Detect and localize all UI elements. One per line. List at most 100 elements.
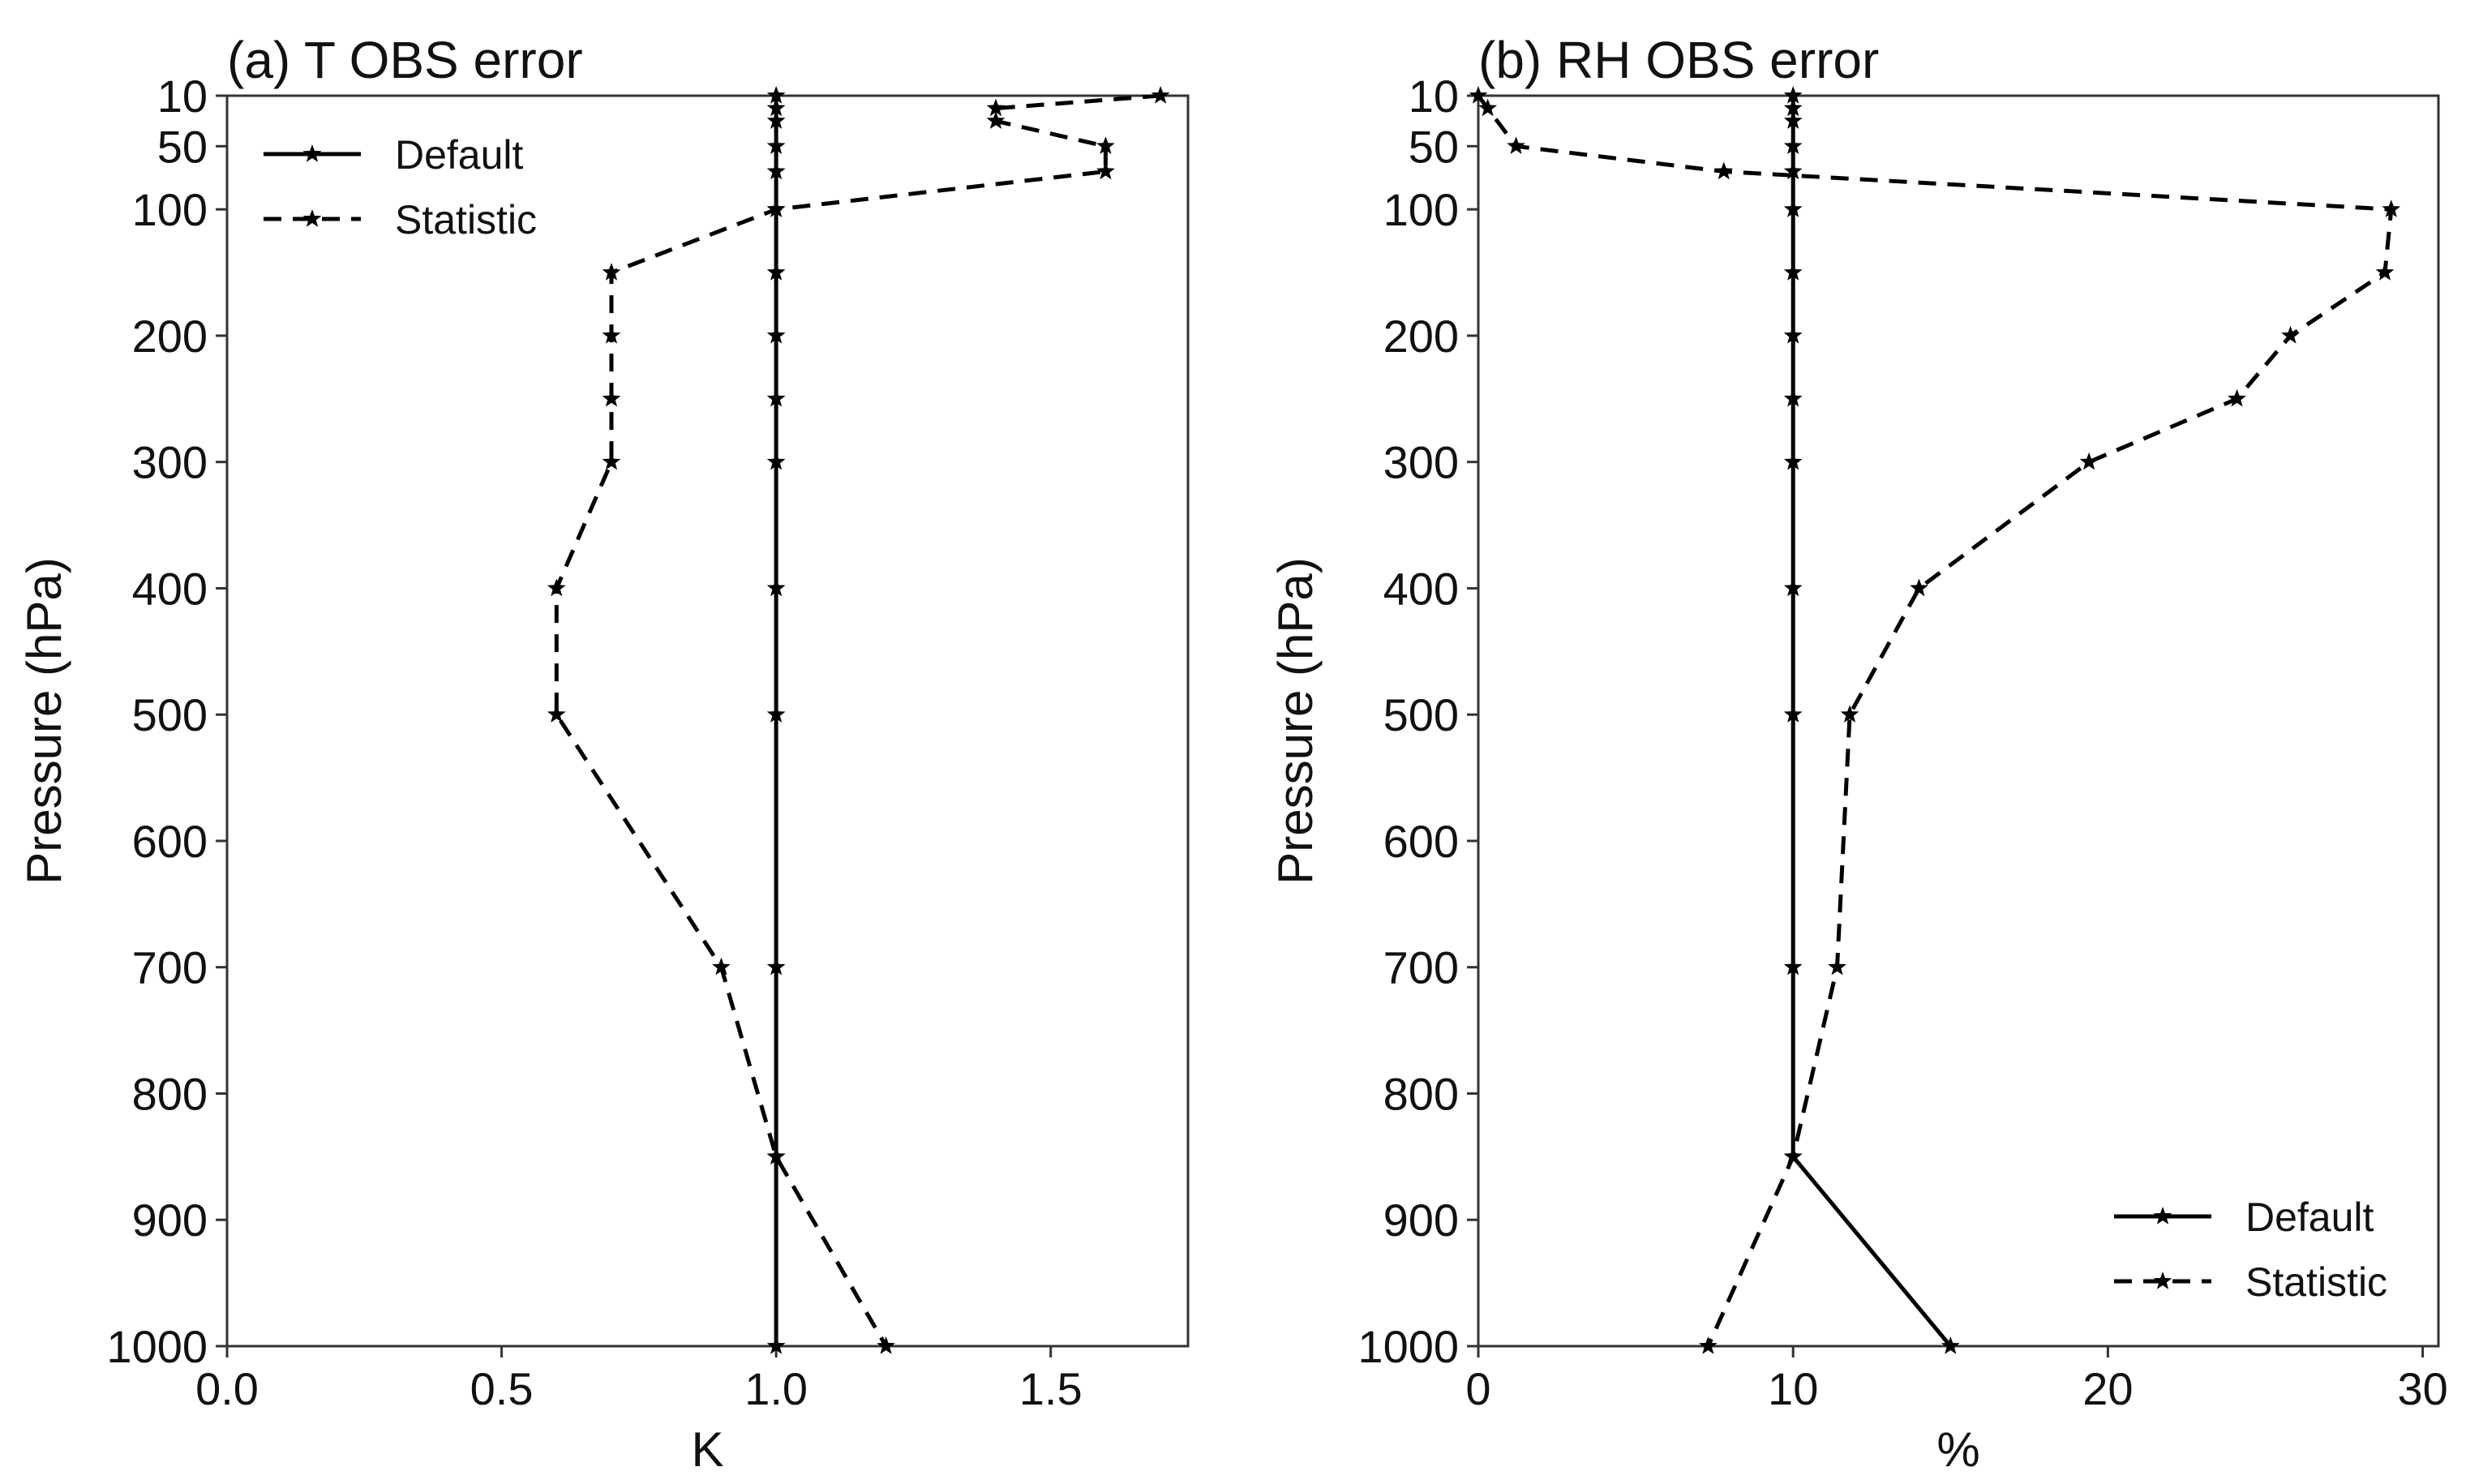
data-point-statistic bbox=[1469, 86, 1488, 104]
data-point-statistic bbox=[1507, 136, 1525, 154]
y-tick-label: 100 bbox=[132, 184, 208, 235]
panel-title: (b) RH OBS error bbox=[1478, 31, 1879, 89]
y-tick-label: 400 bbox=[132, 563, 208, 614]
data-point-default bbox=[766, 578, 786, 597]
x-axis-label: K bbox=[691, 1422, 723, 1477]
x-tick-label: 0.0 bbox=[195, 1363, 259, 1414]
data-point-default bbox=[1783, 452, 1803, 470]
x-tick-label: 1.0 bbox=[744, 1363, 808, 1414]
y-tick-label: 700 bbox=[132, 942, 208, 993]
data-point-statistic bbox=[602, 388, 621, 407]
legend-label-statistic: Statistic bbox=[395, 197, 537, 242]
y-tick-label: 10 bbox=[1409, 71, 1459, 122]
y-tick-label: 600 bbox=[132, 816, 208, 867]
data-point-statistic bbox=[712, 957, 731, 976]
y-tick-label: 300 bbox=[1383, 437, 1459, 488]
data-point-statistic bbox=[2228, 388, 2246, 407]
y-tick-label: 200 bbox=[132, 311, 208, 362]
legend: Default Statistic bbox=[2114, 1194, 2387, 1305]
data-point-statistic bbox=[1828, 957, 1846, 976]
data-point-default bbox=[1783, 578, 1803, 597]
y-tick-label: 600 bbox=[1383, 816, 1459, 867]
data-point-statistic bbox=[986, 111, 1006, 129]
data-point-statistic bbox=[602, 263, 621, 281]
data-point-default bbox=[766, 705, 786, 723]
legend: Default Statistic bbox=[264, 132, 537, 242]
x-tick-label: 0 bbox=[1465, 1363, 1490, 1414]
y-tick-label: 900 bbox=[132, 1194, 208, 1246]
data-point-statistic bbox=[766, 199, 786, 217]
x-tick-label: 20 bbox=[2082, 1363, 2133, 1414]
y-tick-label: 50 bbox=[157, 121, 208, 172]
data-point-default bbox=[766, 98, 786, 117]
data-point-statistic bbox=[1714, 161, 1734, 180]
data-point-default bbox=[766, 1336, 786, 1354]
data-point-statistic bbox=[547, 705, 566, 723]
data-point-statistic bbox=[2382, 199, 2401, 217]
legend-marker-statistic bbox=[2153, 1272, 2172, 1289]
data-point-default bbox=[1783, 388, 1803, 407]
data-point-statistic bbox=[602, 452, 621, 470]
y-axis-label: Pressure (hPa) bbox=[1268, 557, 1323, 884]
y-axis-label: Pressure (hPa) bbox=[17, 557, 71, 884]
data-point-statistic bbox=[1096, 161, 1115, 180]
y-tick-label: 900 bbox=[1383, 1194, 1459, 1246]
data-point-default bbox=[766, 388, 786, 407]
data-point-statistic bbox=[986, 98, 1006, 117]
data-point-statistic bbox=[1699, 1336, 1718, 1354]
data-point-default bbox=[766, 136, 786, 154]
series-line-default bbox=[1791, 96, 1953, 1348]
data-point-default bbox=[766, 111, 786, 129]
data-point-statistic bbox=[877, 1336, 895, 1354]
data-point-statistic bbox=[1151, 86, 1170, 104]
y-tick-label: 800 bbox=[132, 1068, 208, 1119]
legend-marker-default bbox=[2153, 1207, 2172, 1225]
data-point-default bbox=[766, 325, 786, 344]
x-tick-label: 30 bbox=[2397, 1363, 2447, 1414]
data-point-statistic bbox=[1478, 98, 1498, 117]
data-point-default bbox=[1783, 957, 1803, 976]
data-point-default bbox=[766, 263, 786, 281]
plot-frame bbox=[1477, 94, 2440, 1348]
legend-label-statistic: Statistic bbox=[2245, 1259, 2387, 1305]
legend-marker-statistic bbox=[302, 209, 322, 227]
data-point-default bbox=[1783, 136, 1803, 154]
data-point-default bbox=[766, 957, 786, 976]
y-tick-label: 800 bbox=[1383, 1068, 1459, 1119]
x-tick-label: 10 bbox=[1768, 1363, 1818, 1414]
data-point-default bbox=[1783, 161, 1803, 180]
data-point-statistic bbox=[1910, 578, 1928, 597]
data-point-statistic bbox=[1840, 705, 1859, 723]
panel-title: (a) T OBS error bbox=[227, 31, 583, 89]
data-point-default bbox=[1783, 325, 1803, 344]
x-tick-label: 1.5 bbox=[1019, 1363, 1083, 1414]
series-line-statistic bbox=[1476, 94, 2394, 1348]
y-tick-label: 500 bbox=[132, 689, 208, 740]
series-line-statistic bbox=[554, 93, 1161, 1348]
data-point-default bbox=[1941, 1336, 1960, 1354]
data-point-default bbox=[1783, 86, 1803, 104]
y-tick-label: 500 bbox=[1383, 689, 1459, 740]
y-tick-label: 10 bbox=[157, 71, 208, 122]
legend-marker-default bbox=[302, 144, 322, 162]
data-point-default bbox=[1783, 705, 1803, 723]
y-tick-label: 400 bbox=[1383, 563, 1459, 614]
data-point-statistic bbox=[2375, 263, 2395, 281]
legend-label-default: Default bbox=[2245, 1194, 2374, 1240]
data-point-statistic bbox=[2281, 325, 2300, 344]
data-point-statistic bbox=[1096, 136, 1115, 154]
data-point-default bbox=[766, 161, 786, 180]
data-point-default bbox=[766, 452, 786, 470]
y-tick-label: 700 bbox=[1383, 942, 1459, 993]
data-point-statistic bbox=[1783, 1147, 1803, 1165]
plot-frame bbox=[225, 94, 1190, 1348]
x-tick-label: 0.5 bbox=[470, 1363, 534, 1414]
y-tick-label: 100 bbox=[1383, 184, 1459, 235]
data-point-default bbox=[1783, 98, 1803, 117]
legend-label-default: Default bbox=[395, 132, 524, 178]
y-tick-label: 1000 bbox=[106, 1321, 208, 1372]
data-point-statistic bbox=[547, 578, 566, 597]
